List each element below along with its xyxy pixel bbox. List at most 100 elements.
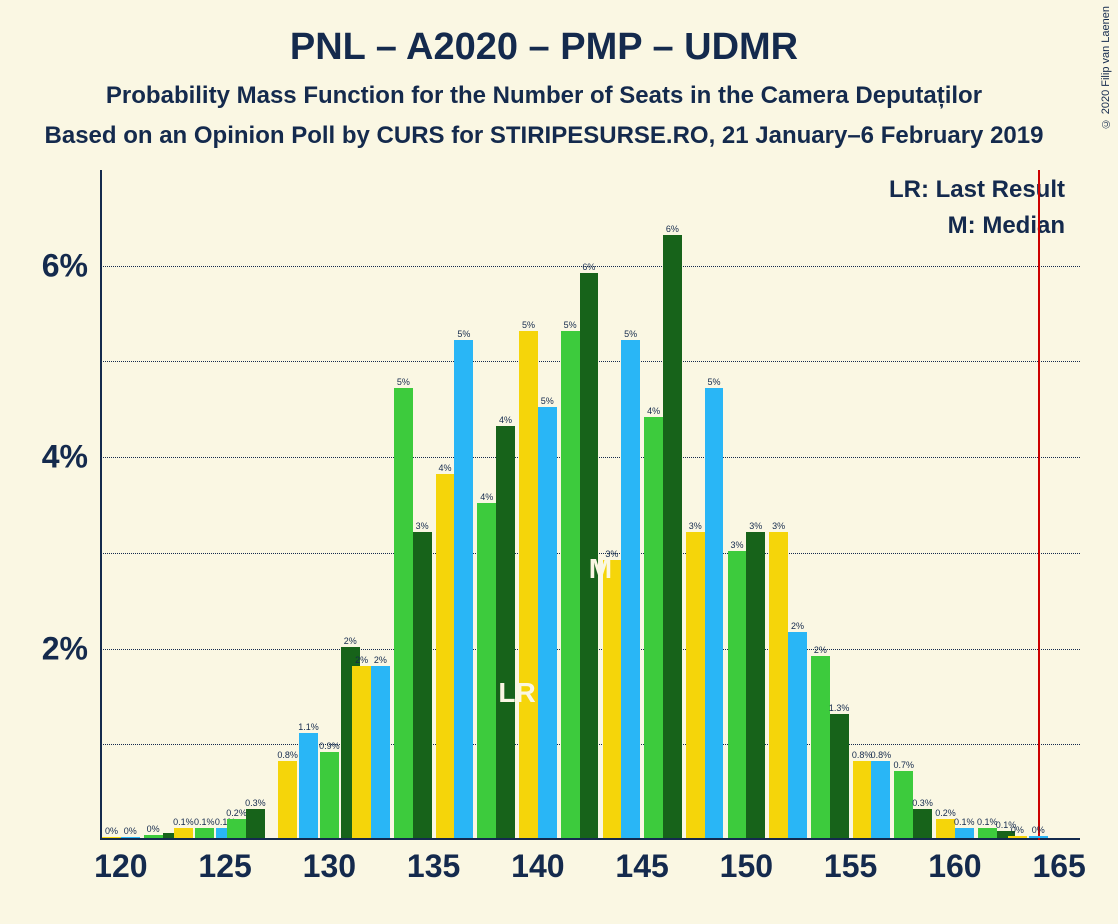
bar: 0.7%: [894, 771, 913, 838]
bar: 3%: [769, 532, 788, 838]
bar: 3%: [603, 560, 622, 838]
bar: 5%: [705, 388, 724, 838]
bar: 5%: [561, 331, 580, 838]
bar-value-label: 5%: [397, 377, 410, 387]
bar-value-label: 4%: [439, 463, 452, 473]
bar: 3%: [686, 532, 705, 838]
bar: 5%: [519, 331, 538, 838]
majority-line: [1038, 170, 1040, 840]
x-tick-label: 155: [824, 848, 877, 885]
bar: 3%: [413, 532, 432, 838]
bar: 5%: [394, 388, 413, 838]
bar: 2%: [352, 666, 371, 838]
bar-value-label: 5%: [624, 329, 637, 339]
bar: 4%: [496, 426, 515, 838]
x-tick-label: 160: [928, 848, 981, 885]
x-tick-label: 125: [198, 848, 251, 885]
y-tick-label: 6%: [42, 247, 88, 284]
bar-value-label: 3%: [689, 521, 702, 531]
bar: 2%: [788, 632, 807, 838]
bar-value-label: 5%: [708, 377, 721, 387]
bar-value-label: 5%: [457, 329, 470, 339]
bar: 0.2%: [227, 819, 246, 838]
copyright-text: © 2020 Filip van Laenen: [1100, 6, 1112, 129]
bar-value-label: 0.2%: [935, 808, 956, 818]
bar-value-label: 0%: [124, 826, 137, 836]
x-tick-label: 140: [511, 848, 564, 885]
y-tick-label: 2%: [42, 630, 88, 667]
bar: 0.1%: [174, 828, 193, 838]
bar-value-label: 0.8%: [277, 750, 298, 760]
x-tick-label: 120: [94, 848, 147, 885]
bar-value-label: 0.2%: [226, 808, 247, 818]
bar: 0%: [1029, 836, 1048, 838]
bar: 0.9%: [320, 752, 339, 838]
y-tick-label: 4%: [42, 439, 88, 476]
chart-title: PNL – A2020 – PMP – UDMR: [0, 26, 1088, 69]
bar: 0%: [144, 835, 163, 838]
bar-value-label: 0.3%: [245, 798, 266, 808]
x-tick-label: 135: [407, 848, 460, 885]
bar-value-label: 5%: [541, 396, 554, 406]
bar: 6%: [663, 235, 682, 838]
x-tick-label: 150: [720, 848, 773, 885]
bar-value-label: 6%: [666, 224, 679, 234]
bar-value-label: 4%: [647, 406, 660, 416]
bar-value-label: 1.1%: [298, 722, 319, 732]
bar: 0%: [121, 837, 140, 838]
bar-value-label: 2%: [344, 636, 357, 646]
bar-value-label: 6%: [582, 262, 595, 272]
bar: 1.1%: [299, 733, 318, 838]
bar: 4%: [436, 474, 455, 838]
bar-value-label: 5%: [564, 320, 577, 330]
bar-value-label: 0.1%: [954, 817, 975, 827]
bar-value-label: 0.3%: [912, 798, 933, 808]
bar: 0.8%: [278, 761, 297, 838]
bar-value-label: 2%: [374, 655, 387, 665]
bar: 0.3%: [246, 809, 265, 838]
bar: 1.3%: [830, 714, 849, 838]
bar: 0.2%: [936, 819, 955, 838]
bar-value-label: 3%: [416, 521, 429, 531]
bar-value-label: 0%: [105, 826, 118, 836]
bar: 4%: [644, 417, 663, 838]
bar-value-label: 5%: [522, 320, 535, 330]
lr-marker: LR: [498, 677, 535, 709]
bar: 3%: [728, 551, 747, 838]
bar-value-label: 0.8%: [852, 750, 873, 760]
bar: 0.1%: [195, 828, 214, 838]
x-tick-label: 165: [1032, 848, 1085, 885]
bar: 0.1%: [955, 828, 974, 838]
x-tick-label: 145: [615, 848, 668, 885]
bar-value-label: 0.7%: [894, 760, 915, 770]
bar: 2%: [371, 666, 390, 838]
bar-value-label: 2%: [814, 645, 827, 655]
bar-value-label: 0%: [1011, 825, 1024, 835]
bar: 2%: [811, 656, 830, 838]
chart-subtitle-1: Probability Mass Function for the Number…: [0, 82, 1088, 110]
bar-value-label: 0.1%: [173, 817, 194, 827]
bar-value-label: 3%: [772, 521, 785, 531]
bar: 5%: [454, 340, 473, 838]
plot-area: LR: Last Result M: Median 2%4%6%12012513…: [100, 170, 1080, 840]
bar: 0.8%: [871, 761, 890, 838]
bar: 0%: [1008, 836, 1027, 838]
bar: 5%: [538, 407, 557, 838]
y-axis: [100, 170, 102, 840]
bar: 0%: [102, 837, 121, 838]
bar-value-label: 2%: [355, 655, 368, 665]
x-tick-label: 130: [303, 848, 356, 885]
bar: 5%: [621, 340, 640, 838]
median-marker: M: [589, 553, 612, 585]
bar: 3%: [746, 532, 765, 838]
chart-container: PNL – A2020 – PMP – UDMR Probability Mas…: [0, 0, 1118, 924]
bar-value-label: 0%: [147, 824, 160, 834]
bar-value-label: 1.3%: [829, 703, 850, 713]
bar-value-label: 0.8%: [871, 750, 892, 760]
bar-value-label: 0.9%: [319, 741, 340, 751]
bar-value-label: 0%: [1032, 825, 1045, 835]
bar: 0.1%: [978, 828, 997, 838]
chart-subtitle-2: Based on an Opinion Poll by CURS for STI…: [0, 122, 1088, 150]
bar-value-label: 4%: [480, 492, 493, 502]
bar-value-label: 3%: [749, 521, 762, 531]
